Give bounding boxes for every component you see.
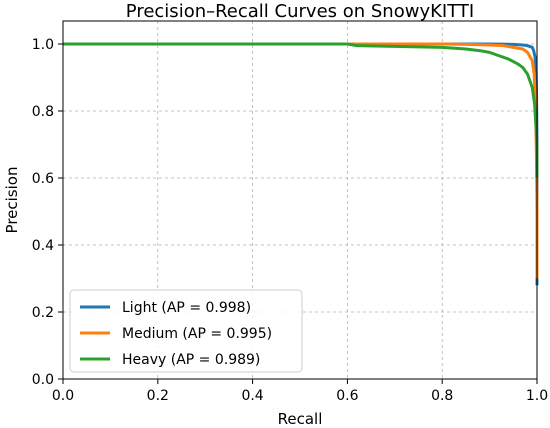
x-tick-label: 0.8 bbox=[431, 388, 453, 404]
plot-frame bbox=[62, 20, 538, 380]
y-tick-label: 1.0 bbox=[32, 37, 54, 53]
legend: Light (AP = 0.998) Medium (AP = 0.995) Hea… bbox=[69, 289, 303, 373]
legend-label-heavy: Heavy (AP = 0.989) bbox=[122, 352, 260, 368]
y-tick-label: 0.6 bbox=[32, 171, 54, 187]
x-tick-label: 0.4 bbox=[241, 388, 263, 404]
chart-title: Precision–Recall Curves on SnowyKITTI bbox=[126, 1, 474, 22]
y-axis-label: Precision bbox=[3, 167, 21, 234]
y-tick-label: 0.4 bbox=[32, 238, 54, 254]
x-tick-label: 0.6 bbox=[336, 388, 358, 404]
series-line-heavy bbox=[63, 42, 539, 178]
x-tick-label: 0.0 bbox=[52, 388, 74, 404]
y-tick-label: 0.8 bbox=[32, 104, 54, 120]
series-line-light bbox=[63, 42, 539, 286]
axis-ticks: 0.0 0.2 0.4 0.6 0.8 1.0 0.0 0.2 0.4 0.6 0.8 1.0 bbox=[32, 37, 548, 404]
x-tick-label: 1.0 bbox=[526, 388, 548, 404]
x-axis-label: Recall bbox=[278, 410, 323, 428]
series-group bbox=[63, 42, 539, 286]
x-tick-label: 0.2 bbox=[147, 388, 169, 404]
y-tick-label: 0.0 bbox=[32, 372, 54, 388]
legend-box bbox=[69, 289, 303, 373]
legend-label-light: Light (AP = 0.998) bbox=[122, 300, 251, 316]
series-line-medium bbox=[63, 42, 539, 279]
y-tick-label: 0.2 bbox=[32, 305, 54, 321]
legend-label-medium: Medium (AP = 0.995) bbox=[122, 326, 272, 342]
